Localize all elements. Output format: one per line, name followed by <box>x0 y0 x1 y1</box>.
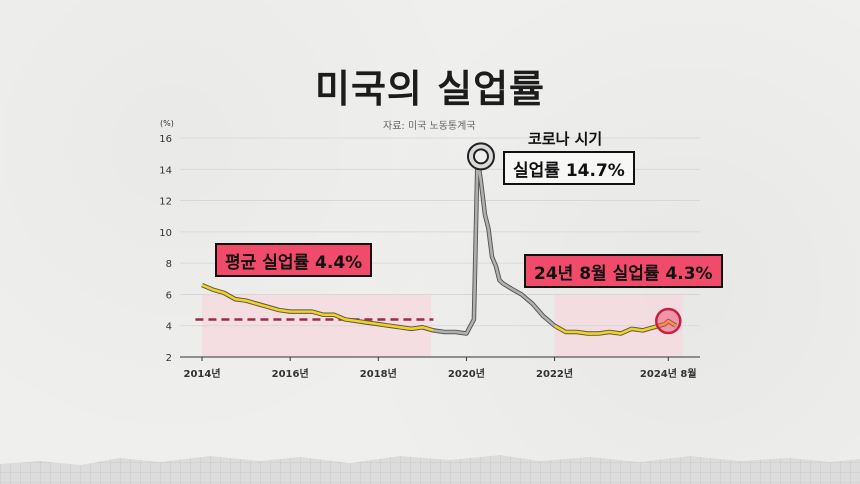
chart-title: 미국의 실업률 <box>315 67 545 111</box>
x-tick-1: 2016년 <box>272 367 309 380</box>
x-tick-0: 2014년 <box>184 367 221 380</box>
y-tick-labels: 2 4 6 8 10 12 14 16 <box>159 134 172 364</box>
y-tick-14: 14 <box>159 165 172 176</box>
x-tick-2: 2018년 <box>360 367 397 380</box>
covid-heading: 코로나 시기 <box>528 130 603 148</box>
y-axis-unit: (%) <box>160 119 174 128</box>
y-tick-10: 10 <box>159 228 172 239</box>
latest-marker-outer <box>655 307 682 335</box>
x-tick-labels: 2014년 2016년 2018년 2020년 2022년 2024년 8월 <box>184 357 697 380</box>
y-tick-16: 16 <box>159 134 172 145</box>
x-tick-4: 2022년 <box>536 367 573 380</box>
x-tick-5: 2024년 8월 <box>640 367 697 380</box>
y-tick-4: 4 <box>166 322 172 333</box>
series-segment-0 <box>201 283 434 332</box>
highlight-markers <box>466 142 682 335</box>
y-gridlines <box>180 137 700 358</box>
source-note: 자료: 미국 노동통계국 <box>383 121 476 132</box>
y-tick-12: 12 <box>159 197 172 208</box>
covid-peak-marker-inner <box>472 148 489 165</box>
covid-peak-callout: 실업률 14.7% <box>503 151 635 185</box>
series-segment-1 <box>433 157 556 335</box>
average-callout: 평균 실업률 4.4% <box>215 243 373 277</box>
torn-paper-edge <box>0 455 860 484</box>
x-tick-3: 2020년 <box>448 367 485 380</box>
latest-callout: 24년 8월 실업률 4.3% <box>524 254 723 288</box>
y-tick-2: 2 <box>166 353 172 364</box>
y-tick-6: 6 <box>166 290 172 301</box>
y-tick-8: 8 <box>166 259 172 270</box>
